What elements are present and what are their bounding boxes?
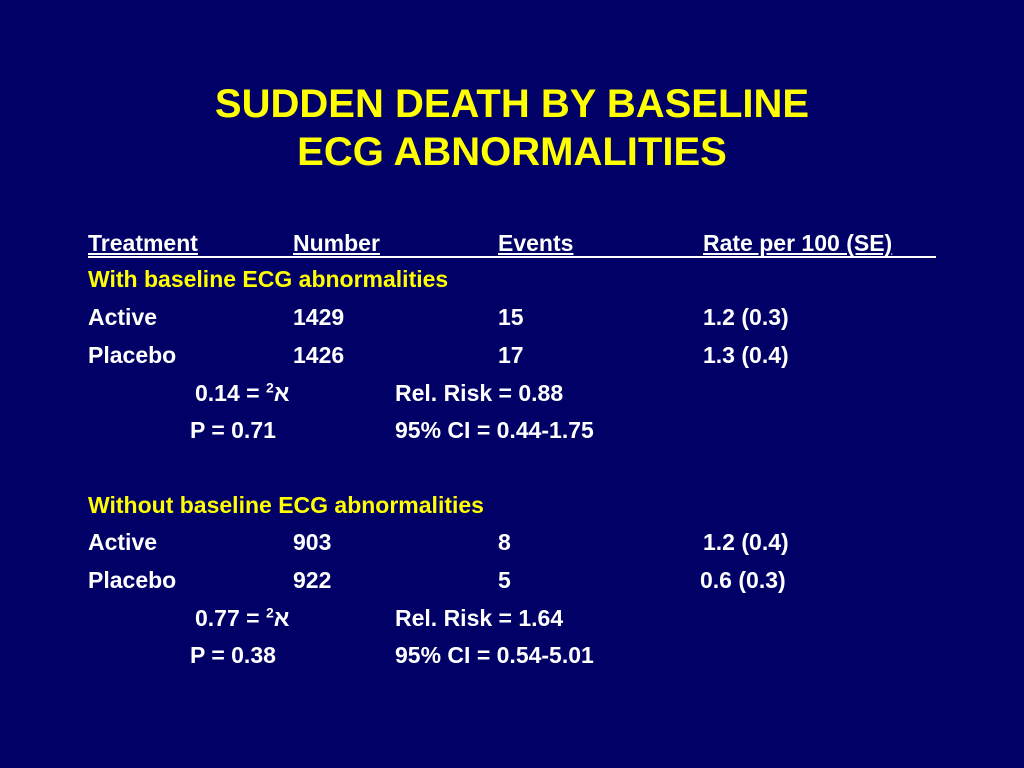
cell-events: 5 (498, 567, 511, 593)
cell-treatment: Active (88, 304, 158, 330)
header-treatment: Treatment (88, 230, 198, 256)
title-line-1: SUDDEN DEATH BY BASELINE (214, 82, 810, 126)
cell-events: 15 (498, 304, 524, 330)
cell-events: 8 (498, 529, 511, 555)
cell-rate: 0.6 (0.3) (700, 567, 786, 593)
confidence-interval: 95% CI = 0.44-1.75 (395, 417, 594, 443)
chi-square-stat: א2 = 0.77 (195, 603, 289, 633)
table-row: Placebo 922 5 0.6 (0.3) (0, 565, 1024, 595)
stats-row: א2 = 0.77 Rel. Risk = 1.64 (0, 603, 1024, 633)
cell-treatment: Placebo (88, 342, 177, 368)
header-events: Events (498, 230, 574, 256)
cell-treatment: Active (88, 529, 158, 555)
cell-rate: 1.3 (0.4) (703, 342, 789, 368)
stats-row: P = 0.38 95% CI = 0.54-5.01 (0, 640, 1024, 670)
chi-value: = 0.77 (195, 605, 266, 631)
aleph-symbol: א (273, 605, 290, 631)
table-row: Placebo 1426 17 1.3 (0.4) (0, 340, 1024, 370)
cell-rate: 1.2 (0.3) (703, 304, 789, 330)
cell-number: 903 (293, 529, 332, 555)
p-value: P = 0.71 (190, 417, 276, 443)
header-underline (88, 256, 936, 258)
relative-risk: Rel. Risk = 1.64 (395, 605, 564, 631)
stats-row: א2 = 0.14 Rel. Risk = 0.88 (0, 378, 1024, 408)
chi-exponent: 2 (265, 379, 274, 396)
cell-number: 1426 (293, 342, 345, 368)
cell-events: 17 (498, 342, 524, 368)
header-rate: Rate per 100 (SE) (703, 230, 893, 256)
p-value: P = 0.38 (190, 642, 276, 668)
relative-risk: Rel. Risk = 0.88 (395, 380, 564, 406)
stats-row: P = 0.71 95% CI = 0.44-1.75 (0, 415, 1024, 445)
cell-treatment: Placebo (88, 567, 177, 593)
group-label-without-abnormalities: Without baseline ECG abnormalities (88, 492, 484, 518)
title-line-2: ECG ABNORMALITIES (297, 130, 727, 174)
table-row: Active 903 8 1.2 (0.4) (0, 527, 1024, 557)
chi-exponent: 2 (265, 604, 274, 621)
table-row: Active 1429 15 1.2 (0.3) (0, 302, 1024, 332)
aleph-symbol: א (273, 380, 290, 406)
confidence-interval: 95% CI = 0.54-5.01 (395, 642, 594, 668)
table-header: Treatment Number Events Rate per 100 (SE… (0, 228, 1024, 258)
cell-rate: 1.2 (0.4) (703, 529, 789, 555)
chi-value: = 0.14 (195, 380, 266, 406)
chi-square-stat: א2 = 0.14 (195, 378, 289, 408)
cell-number: 922 (293, 567, 332, 593)
group-label-with-abnormalities: With baseline ECG abnormalities (88, 266, 449, 292)
slide-title: SUDDEN DEATH BY BASELINE ECG ABNORMALITI… (0, 80, 1024, 176)
cell-number: 1429 (293, 304, 345, 330)
header-number: Number (293, 230, 380, 256)
